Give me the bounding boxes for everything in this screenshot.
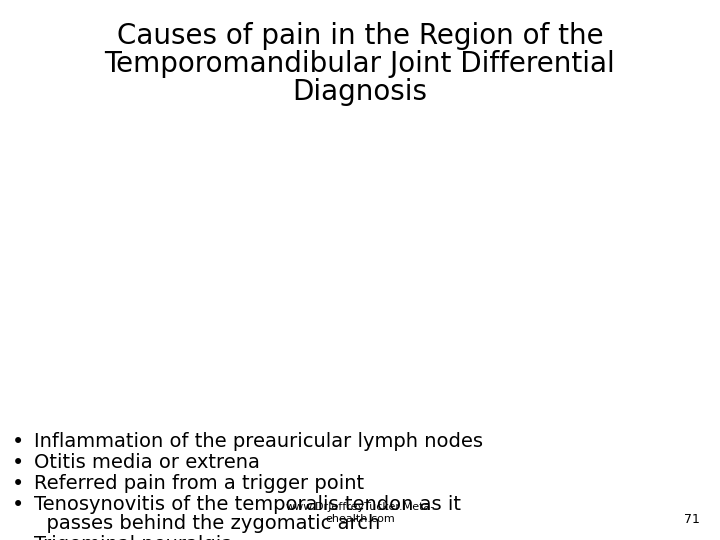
Text: www.DrJeffreyTucker.Meta-
ehealth.com: www.DrJeffreyTucker.Meta- ehealth.com [285,502,435,524]
Text: Otitis media or extrena: Otitis media or extrena [34,453,260,472]
Text: •: • [12,453,24,473]
Text: Diagnosis: Diagnosis [292,78,428,106]
Text: Temporomandibular Joint Differential: Temporomandibular Joint Differential [104,50,616,78]
Text: 71: 71 [684,513,700,526]
Text: Causes of pain in the Region of the: Causes of pain in the Region of the [117,22,603,50]
Text: Tenosynovitis of the temporalis tendon as it: Tenosynovitis of the temporalis tendon a… [34,495,461,514]
Text: Trigeminal neuralgia: Trigeminal neuralgia [34,535,233,540]
Text: •: • [12,495,24,515]
Text: •: • [12,535,24,540]
Text: Referred pain from a trigger point: Referred pain from a trigger point [34,474,364,493]
Text: •: • [12,474,24,494]
Text: Inflammation of the preauricular lymph nodes: Inflammation of the preauricular lymph n… [34,432,483,451]
Text: passes behind the zygomatic arch: passes behind the zygomatic arch [34,514,380,533]
Text: •: • [12,432,24,452]
